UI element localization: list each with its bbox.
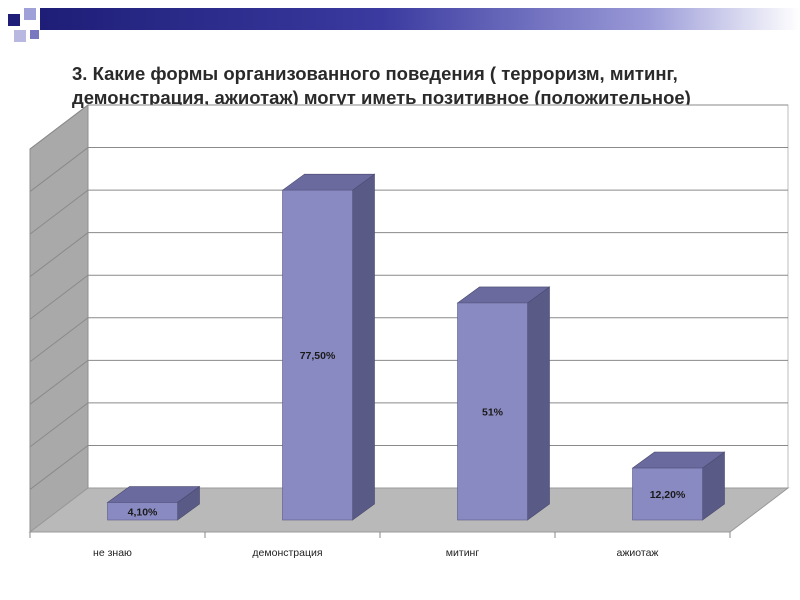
data-label: 51% (482, 406, 504, 418)
bar (632, 467, 703, 521)
decor-square-1 (8, 14, 20, 26)
bar-side (352, 173, 375, 521)
category-label: не знаю (93, 547, 132, 559)
bar (282, 189, 353, 521)
gridline (29, 317, 788, 363)
decor-square-4 (30, 30, 39, 39)
data-label: 4,10% (128, 506, 158, 518)
category-label: демонстрация (252, 547, 322, 559)
gridline (29, 147, 788, 192)
gridline (29, 104, 788, 150)
decor-square-3 (14, 30, 26, 42)
gridline (29, 402, 788, 448)
gridline (29, 189, 788, 235)
bar (107, 502, 178, 521)
category-label: митинг (446, 547, 480, 559)
decor-square-2 (24, 8, 36, 20)
gridline (29, 232, 788, 278)
gridline (29, 274, 788, 320)
chart-back-wall (87, 104, 789, 489)
data-label: 77,50% (300, 350, 336, 362)
bar-side (527, 286, 550, 521)
header-gradient-bar (40, 8, 800, 30)
category-label: ажиотаж (617, 547, 659, 559)
gridline (29, 359, 788, 405)
chart-floor (28, 487, 790, 533)
data-label: 12,20% (650, 489, 686, 501)
bar (457, 302, 528, 521)
gridline (29, 444, 788, 490)
